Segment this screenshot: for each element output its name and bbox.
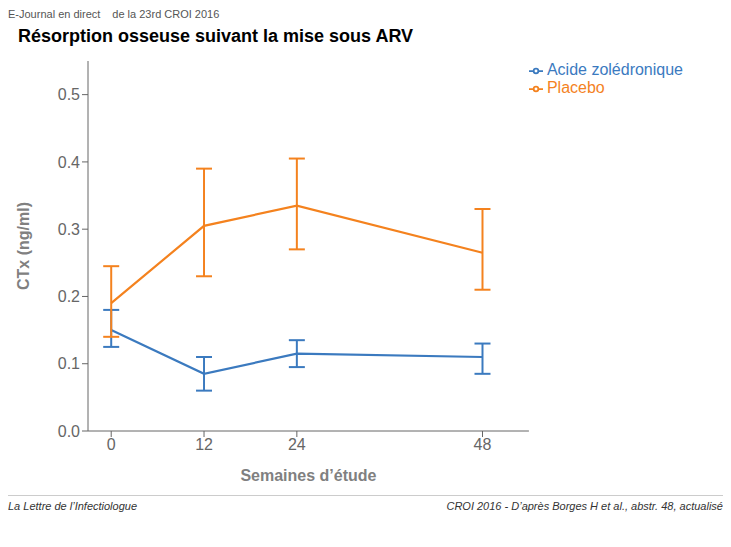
svg-text:CTx (ng/ml): CTx (ng/ml) [15,202,32,290]
html-text:CROI 2016 - D’après Borges H e: CROI 2016 - D’après Borges H et al., abs… [446,500,723,512]
svg-text:0.1: 0.1 [58,355,80,372]
svg-text:0.3: 0.3 [58,221,80,238]
html-text:de la 23rd CROI 2016: de la 23rd CROI 2016 [112,8,220,20]
svg-text:0.4: 0.4 [58,154,80,171]
html-text:Acide zolédronique: Acide zolédronique [546,61,683,78]
html-text:Résorption osseuse suivant la: Résorption osseuse suivant la mise sous … [18,26,414,46]
svg-text:0.5: 0.5 [58,86,80,103]
svg-text:Semaines d’étude: Semaines d’étude [240,467,376,484]
svg-text:0.0: 0.0 [58,423,80,440]
svg-text:0: 0 [107,436,116,453]
svg-text:48: 48 [474,436,492,453]
svg-text:0.2: 0.2 [58,288,80,305]
svg-text:12: 12 [195,436,213,453]
html-text:La Lettre de l’Infectiologue: La Lettre de l’Infectiologue [8,500,137,512]
html-text:Placebo: Placebo [546,79,605,96]
html-text:E-Journal en direct: E-Journal en direct [8,8,101,20]
svg-text:24: 24 [288,436,306,453]
